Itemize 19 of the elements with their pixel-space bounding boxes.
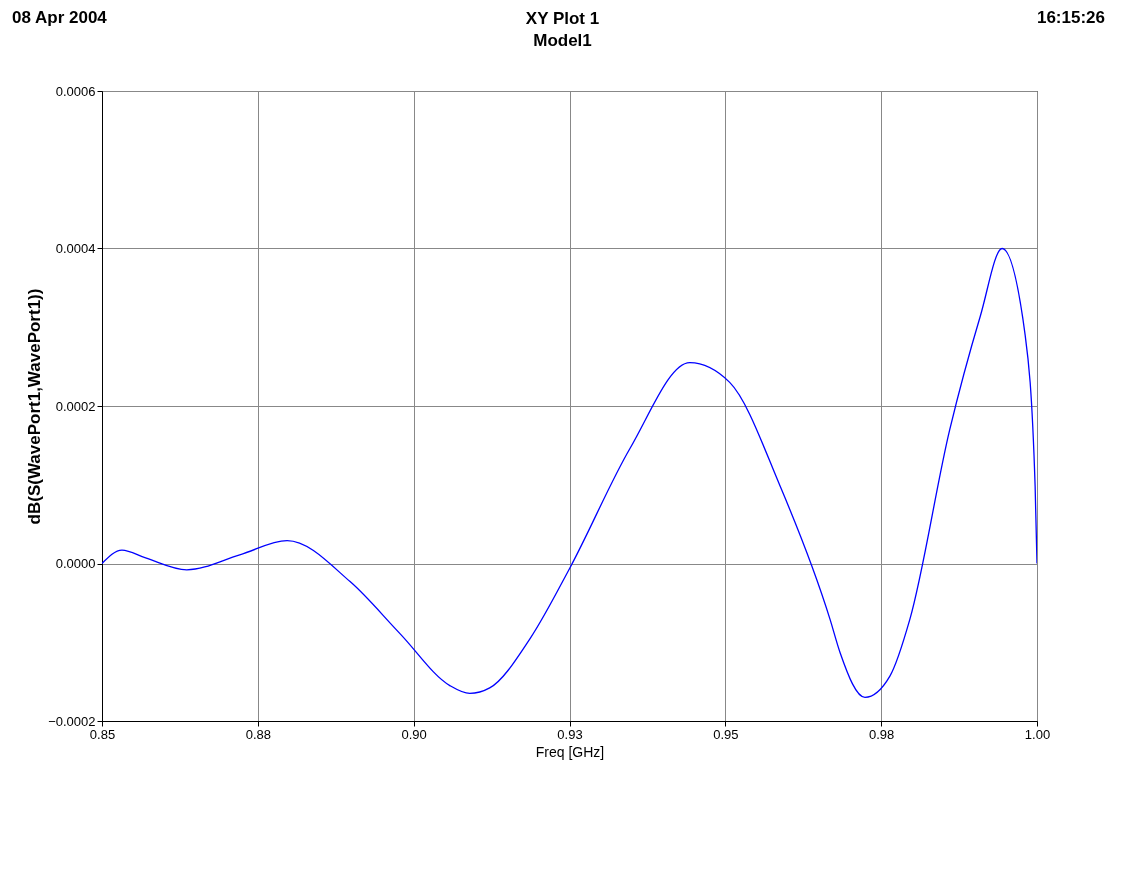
chart-title: XY Plot 1 [525,9,600,28]
x-tick-label: 1.00 [1024,726,1051,742]
y-tick-label: 0.0004 [55,241,96,256]
x-axis-title: Freq [GHz] [535,743,605,760]
y-tick-label: −0.0002 [48,713,96,729]
line-series [102,247,1037,699]
chart-subtitle: Model1 [532,30,593,52]
text: 16:15:26 [1036,8,1105,28]
y-tick-label: 0.0000 [55,556,96,571]
x-tick-label: 0.85 [89,726,116,742]
y-tick-label: 0.0002 [55,398,96,414]
x-tick-label: 0.95 [713,726,739,742]
y-tick-label: 0.0006 [55,83,96,99]
text: 08 Apr 2004 [12,8,107,28]
x-tick-label: 0.88 [245,726,271,742]
x-tick-label: 0.93 [557,726,583,742]
x-tick-label: 0.90 [401,726,427,742]
x-tick-label: 0.98 [869,726,895,742]
y-axis-title: dB(S(WavePort1,WavePort1)) [25,288,45,525]
